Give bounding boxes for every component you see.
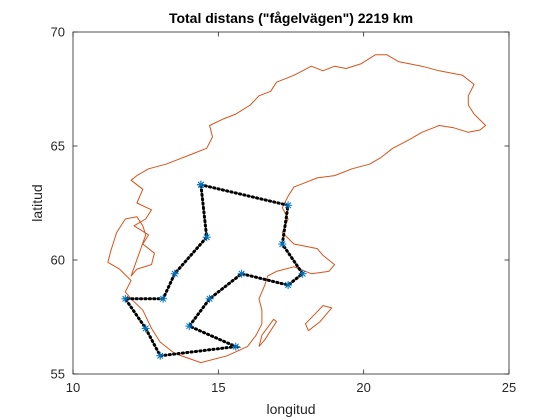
route-point-5 <box>237 269 246 278</box>
x-tick-label-10: 10 <box>66 380 80 395</box>
route-point-12 <box>159 294 168 303</box>
route-point-9 <box>156 351 165 360</box>
x-tick-label-25: 25 <box>502 380 516 395</box>
route-point-6 <box>205 294 214 303</box>
country-outline-3 <box>258 318 277 347</box>
route-point-3 <box>298 269 307 278</box>
country-outline-2 <box>305 305 333 332</box>
route-point-4 <box>284 281 293 290</box>
y-tick-label-70: 70 <box>51 25 65 40</box>
route-layer <box>122 183 305 358</box>
y-tick-label-60: 60 <box>51 253 65 268</box>
outline-layer <box>107 54 487 364</box>
route-point-2 <box>278 240 287 249</box>
route-point-13 <box>170 269 179 278</box>
route-point-10 <box>141 324 150 333</box>
y-axis-label: latitud <box>29 184 45 221</box>
country-outline-1 <box>107 54 487 364</box>
tick-layer: 10 15 20 25 55 60 65 70 <box>51 25 517 396</box>
x-tick-label-20: 20 <box>356 380 370 395</box>
route-point-1 <box>284 201 293 210</box>
chart-title: Total distans ("fågelvägen") 2219 km <box>169 10 413 26</box>
x-tick-label-15: 15 <box>211 380 225 395</box>
route-point-11 <box>121 294 130 303</box>
y-tick-label-65: 65 <box>51 139 65 154</box>
route-line <box>122 183 305 358</box>
route-point-8 <box>231 342 240 351</box>
marker-layer <box>121 180 307 360</box>
y-tick-label-55: 55 <box>51 367 65 382</box>
route-point-15 <box>196 180 205 189</box>
route-point-14 <box>202 233 211 242</box>
axes-box <box>72 31 510 375</box>
x-axis-label: longitud <box>266 401 315 417</box>
route-point-7 <box>185 322 194 331</box>
